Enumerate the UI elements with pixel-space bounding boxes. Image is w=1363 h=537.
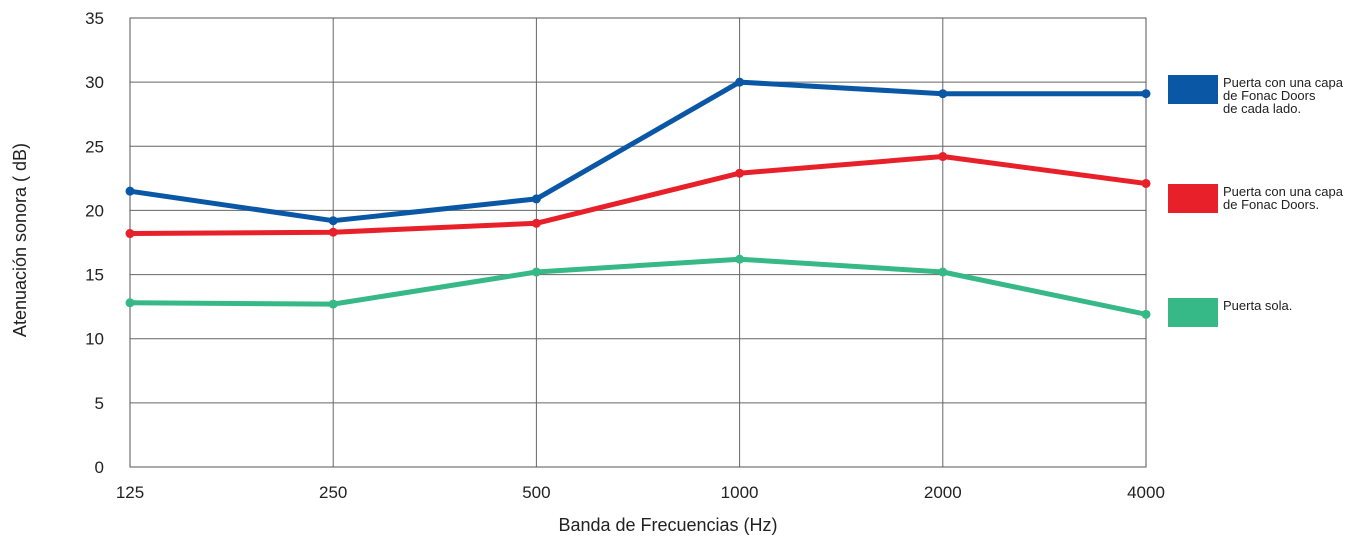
x-tick-label: 4000 <box>1127 483 1165 502</box>
x-tick-label: 250 <box>319 483 347 502</box>
data-point <box>531 194 541 204</box>
series-2 <box>125 152 1151 239</box>
x-axis-title: Banda de Frecuencias (Hz) <box>558 515 777 535</box>
data-point <box>328 216 338 226</box>
y-tick-label: 5 <box>95 394 104 413</box>
legend-label: de Fonac Doors. <box>1223 197 1319 212</box>
legend-label: Puerta con una capa <box>1223 184 1344 199</box>
y-tick-label: 35 <box>85 9 104 28</box>
data-point <box>328 299 338 309</box>
series-line <box>129 79 1146 224</box>
x-tick-label: 125 <box>116 483 144 502</box>
y-tick-label: 25 <box>85 137 104 156</box>
data-point <box>125 186 135 196</box>
x-tick-label: 1000 <box>721 483 759 502</box>
data-point <box>735 168 745 178</box>
plot-background <box>130 18 1146 467</box>
plot-frame <box>129 17 1147 468</box>
y-axis-ticks: 0 5 10 15 20 25 30 35 <box>85 9 104 477</box>
data-point <box>328 227 338 237</box>
y-tick-label: 15 <box>85 266 104 285</box>
data-point <box>531 218 541 228</box>
legend-swatch <box>1168 298 1218 327</box>
y-tick-label: 30 <box>85 73 104 92</box>
data-point <box>938 152 948 162</box>
data-point <box>1141 178 1151 188</box>
series-lines <box>125 77 1151 319</box>
data-point <box>125 229 135 239</box>
legend-label: de cada lado. <box>1223 101 1301 116</box>
data-point <box>1141 89 1151 99</box>
series-line <box>129 256 1147 317</box>
legend-item-3: Puerta sola. <box>1168 298 1292 327</box>
data-point <box>1141 309 1151 319</box>
y-axis-title: Atenuación sonora ( dB) <box>10 143 30 337</box>
series-3 <box>125 254 1151 319</box>
y-tick-label: 20 <box>85 201 104 220</box>
legend-label: de Fonac Doors <box>1223 88 1316 103</box>
legend-label: Puerta con una capa <box>1223 75 1344 90</box>
data-point <box>735 254 745 264</box>
data-point <box>735 77 745 87</box>
y-tick-label: 0 <box>95 458 104 477</box>
legend-swatch <box>1168 75 1218 104</box>
x-tick-label: 500 <box>522 483 550 502</box>
legend-label: Puerta sola. <box>1223 298 1292 313</box>
legend-swatch <box>1168 184 1218 213</box>
series-1 <box>125 77 1151 226</box>
x-axis-ticks: 125 250 500 1000 2000 4000 <box>116 483 1165 502</box>
data-point <box>938 267 948 277</box>
data-point <box>531 267 541 277</box>
data-point <box>938 89 948 99</box>
series-line <box>129 154 1147 236</box>
x-tick-label: 2000 <box>924 483 962 502</box>
data-point <box>125 298 135 308</box>
y-tick-label: 10 <box>85 330 104 349</box>
